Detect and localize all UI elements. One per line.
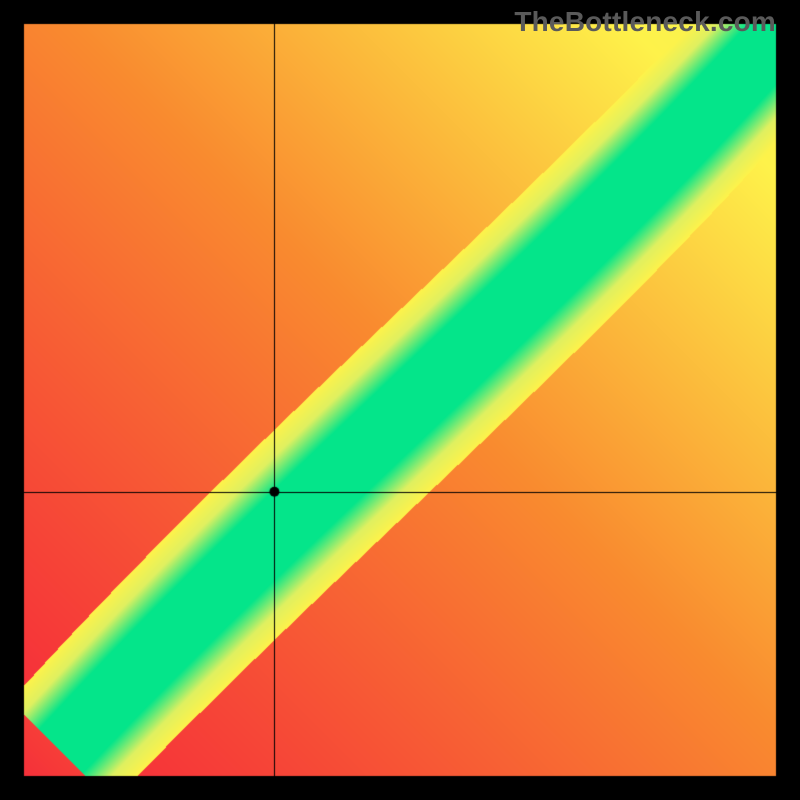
chart-container: TheBottleneck.com: [0, 0, 800, 800]
bottleneck-heatmap: [0, 0, 800, 800]
watermark-text: TheBottleneck.com: [514, 6, 776, 38]
